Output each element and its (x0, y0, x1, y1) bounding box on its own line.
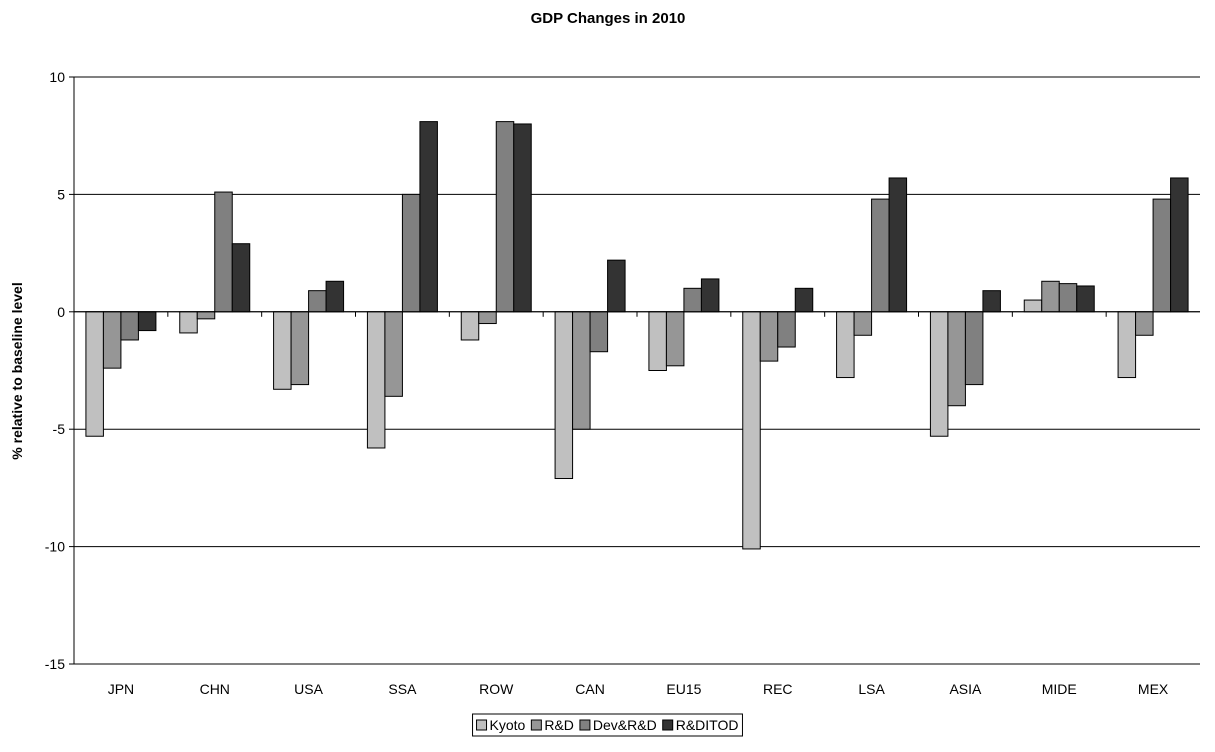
bar-asia-r-ditod (982, 290, 1001, 313)
x-tick-label: USA (294, 681, 323, 697)
axes: 10 5 0 -5 -10 -15 JPN CHN USA SSA ROW CAN EU15 REC LSA… (45, 69, 1200, 697)
bar-jpn-dev-r-d (120, 311, 139, 341)
bar-jpn-r-ditod (137, 311, 157, 332)
bar-can-r-ditod (607, 259, 626, 313)
bar-row-dev-r-d (495, 121, 515, 313)
bar-can-r-d (572, 311, 591, 430)
bar-asia-dev-r-d (964, 311, 984, 386)
bar-row-kyoto (460, 311, 480, 341)
bar-mex-dev-r-d (1152, 198, 1172, 313)
bar-eu15-r-d (665, 311, 685, 367)
bar-eu15-dev-r-d (683, 287, 702, 313)
bar-ssa-dev-r-d (401, 193, 421, 313)
y-tick-label: -5 (53, 421, 66, 437)
y-tick-label: 5 (57, 186, 65, 202)
bar-lsa-kyoto (836, 311, 855, 379)
bar-lsa-dev-r-d (871, 198, 890, 313)
bar-eu15-kyoto (648, 311, 667, 371)
bar-usa-r-d (290, 311, 310, 386)
bar-mide-kyoto (1023, 299, 1043, 313)
bar-jpn-r-d (102, 311, 122, 369)
bar-rec-kyoto (742, 311, 761, 550)
legend: Kyoto R&D Dev&R&D R&DITOD (472, 713, 743, 737)
bar-lsa-r-d (853, 311, 873, 336)
bar-ssa-r-d (384, 311, 403, 397)
bar-mide-r-d (1041, 280, 1060, 313)
x-tick-label: ROW (479, 681, 514, 697)
legend-label: Kyoto (490, 717, 526, 733)
x-tick-label: ASIA (949, 681, 982, 697)
y-tick-label: -10 (45, 539, 65, 555)
bar-row-r-ditod (513, 123, 532, 313)
legend-swatch (530, 719, 542, 731)
bar-can-kyoto (554, 311, 574, 480)
bar-ssa-r-ditod (419, 121, 438, 313)
legend-label: R&D (544, 717, 574, 733)
x-tick-label: CHN (200, 681, 230, 697)
bar-usa-r-ditod (325, 280, 345, 313)
x-tick-label: MIDE (1042, 681, 1077, 697)
bar-jpn-kyoto (85, 311, 104, 437)
bar-ssa-kyoto (366, 311, 386, 449)
bar-asia-kyoto (929, 311, 949, 437)
bar-mex-r-d (1135, 311, 1154, 336)
legend-swatch (476, 719, 488, 731)
x-tick-label: MEX (1138, 681, 1169, 697)
x-tick-label: EU15 (666, 681, 701, 697)
bar-chn-kyoto (179, 311, 198, 334)
bar-usa-dev-r-d (308, 290, 327, 313)
bar-chn-dev-r-d (214, 191, 233, 313)
bar-asia-r-d (947, 311, 966, 407)
chart-title: GDP Changes in 2010 (531, 10, 686, 27)
x-tick-label: LSA (858, 681, 885, 697)
bar-mide-dev-r-d (1058, 283, 1078, 313)
bar-mex-kyoto (1117, 311, 1137, 379)
x-tick-label: JPN (108, 681, 134, 697)
bar-chn-r-ditod (231, 243, 251, 313)
legend-swatch (662, 719, 674, 731)
legend-swatch (579, 719, 591, 731)
x-tick-label: CAN (575, 681, 605, 697)
bar-rec-r-ditod (794, 287, 814, 313)
bar-row-r-d (478, 311, 497, 325)
bar-chn-r-d (196, 311, 216, 320)
x-tick-label: SSA (388, 681, 417, 697)
y-tick-label: -15 (45, 656, 65, 672)
x-tick-label: REC (763, 681, 793, 697)
bar-mex-r-ditod (1170, 177, 1189, 313)
y-axis-label: % relative to baseline level (9, 282, 25, 459)
bar-can-dev-r-d (589, 311, 609, 353)
bar-eu15-r-ditod (700, 278, 720, 313)
bars (85, 121, 1189, 550)
y-tick-label: 10 (49, 69, 65, 85)
y-tick-label: 0 (57, 304, 65, 320)
legend-label: Dev&R&D (593, 717, 657, 733)
bar-rec-dev-r-d (777, 311, 796, 348)
bar-mide-r-ditod (1076, 285, 1095, 313)
bar-rec-r-d (759, 311, 779, 362)
bar-lsa-r-ditod (888, 177, 908, 313)
legend-label: R&DITOD (676, 717, 739, 733)
bar-usa-kyoto (273, 311, 292, 390)
